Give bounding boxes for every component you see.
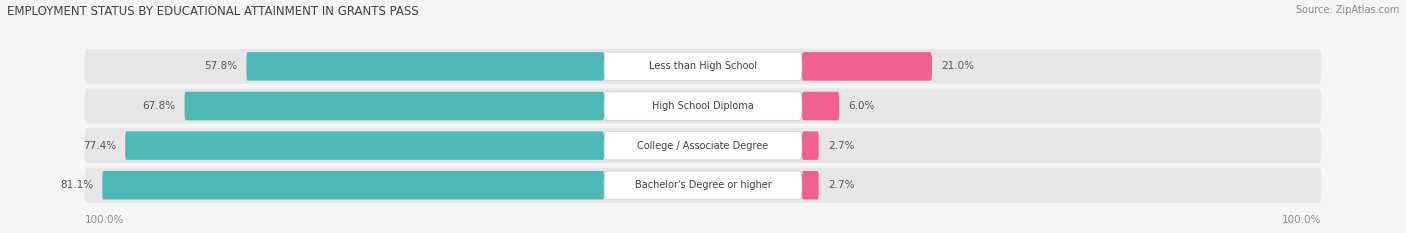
Text: 2.7%: 2.7% [828,180,855,190]
FancyBboxPatch shape [84,128,1322,163]
Text: 77.4%: 77.4% [83,141,115,151]
FancyBboxPatch shape [801,52,932,81]
Text: 67.8%: 67.8% [142,101,176,111]
Text: 6.0%: 6.0% [848,101,875,111]
FancyBboxPatch shape [84,168,1322,203]
FancyBboxPatch shape [605,171,801,199]
Text: EMPLOYMENT STATUS BY EDUCATIONAL ATTAINMENT IN GRANTS PASS: EMPLOYMENT STATUS BY EDUCATIONAL ATTAINM… [7,5,419,18]
Text: 100.0%: 100.0% [1282,215,1322,225]
FancyBboxPatch shape [103,171,605,199]
Text: Source: ZipAtlas.com: Source: ZipAtlas.com [1295,5,1399,15]
FancyBboxPatch shape [605,92,801,120]
Text: 81.1%: 81.1% [60,180,93,190]
Text: High School Diploma: High School Diploma [652,101,754,111]
FancyBboxPatch shape [801,131,818,160]
FancyBboxPatch shape [246,52,605,81]
Text: College / Associate Degree: College / Associate Degree [637,141,769,151]
Text: 57.8%: 57.8% [204,62,238,71]
FancyBboxPatch shape [84,89,1322,123]
Text: Bachelor's Degree or higher: Bachelor's Degree or higher [634,180,772,190]
Text: 100.0%: 100.0% [84,215,124,225]
FancyBboxPatch shape [605,52,801,81]
Text: 21.0%: 21.0% [941,62,974,71]
FancyBboxPatch shape [184,92,605,120]
FancyBboxPatch shape [605,131,801,160]
Text: 2.7%: 2.7% [828,141,855,151]
FancyBboxPatch shape [125,131,605,160]
FancyBboxPatch shape [801,92,839,120]
FancyBboxPatch shape [84,49,1322,84]
Text: Less than High School: Less than High School [650,62,756,71]
FancyBboxPatch shape [801,171,818,199]
